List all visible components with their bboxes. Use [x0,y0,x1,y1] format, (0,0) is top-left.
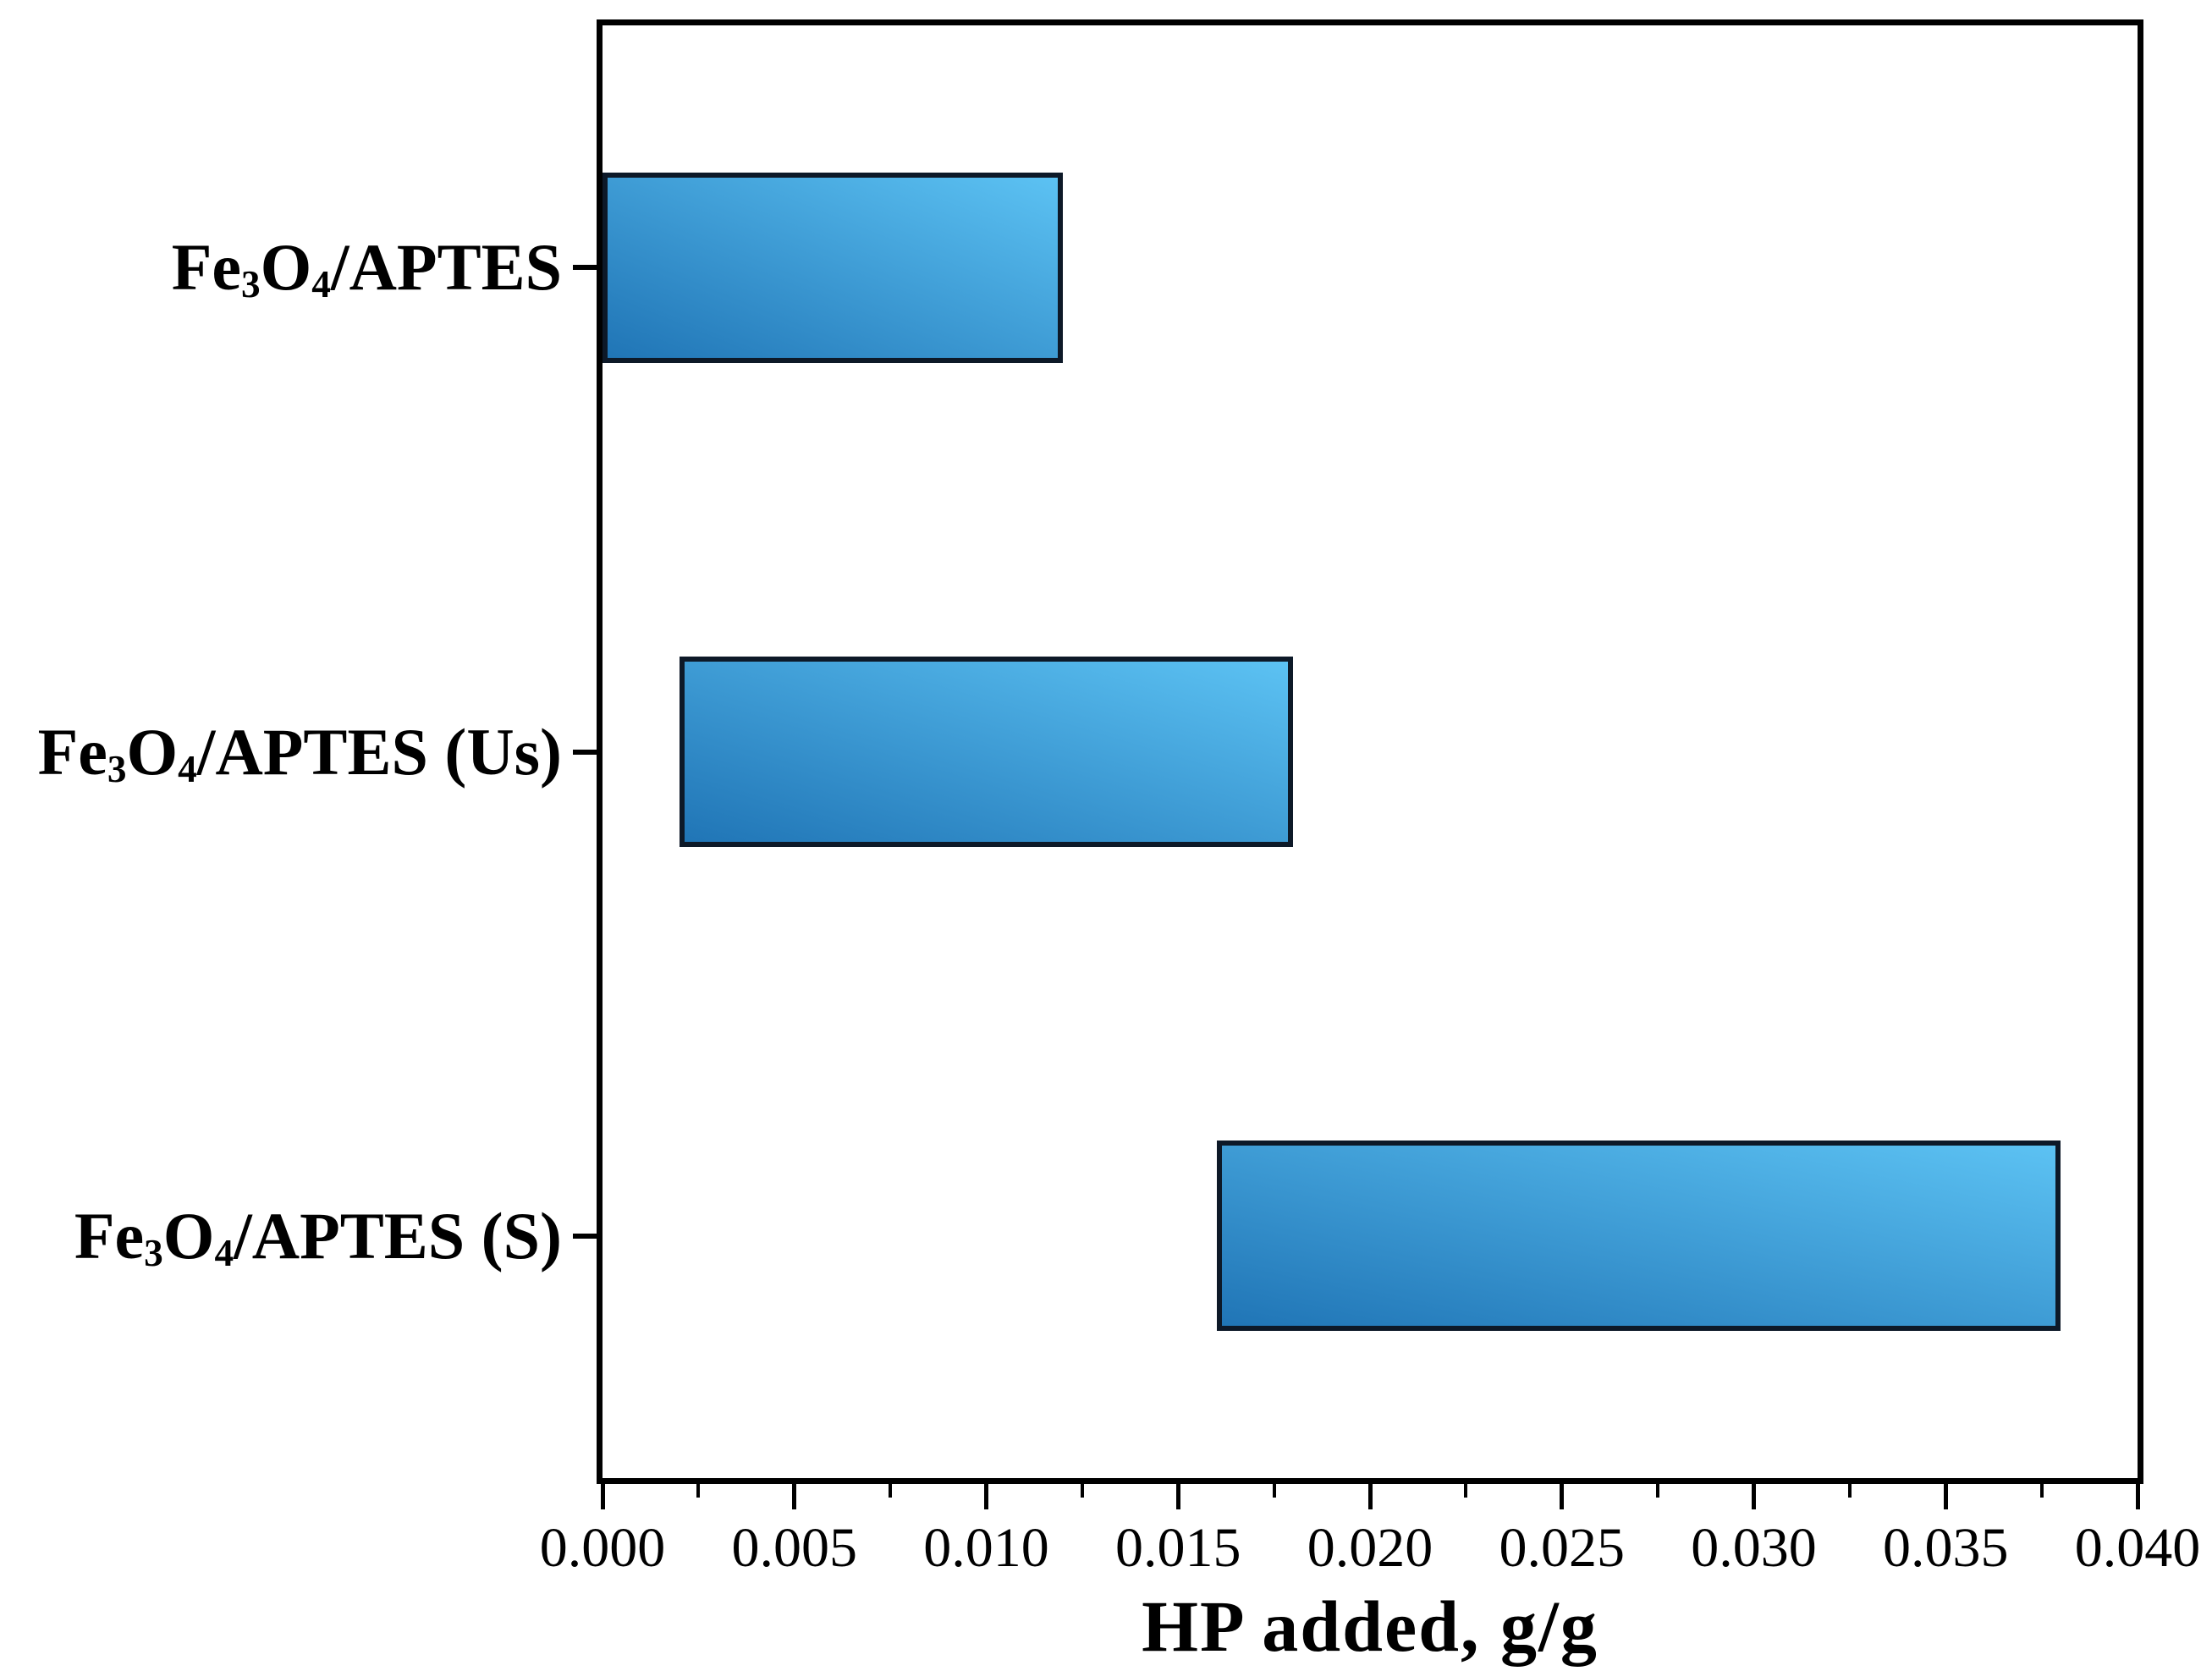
x-axis-major-tick [1367,1484,1373,1509]
x-axis-tick-label: 0.015 [1115,1517,1241,1579]
x-axis-minor-tick [1847,1484,1852,1498]
x-axis-minor-tick [696,1484,701,1498]
x-axis-tick-label: 0.000 [539,1517,666,1579]
y-axis-tick [573,1233,597,1239]
x-axis-major-tick [600,1484,605,1509]
subscript: 4 [178,747,197,790]
range-bar [603,172,1064,363]
label-text: /APTES (S) [234,1198,562,1272]
label-text: /APTES [330,230,562,305]
x-axis-major-tick [1752,1484,1756,1509]
category-label: Fe3O4/APTES (S) [0,1185,562,1287]
y-axis-tick [573,749,597,755]
x-axis-major-tick [1175,1484,1180,1509]
x-axis-minor-tick [1464,1484,1468,1498]
x-axis-tick-label: 0.035 [1883,1517,2009,1579]
label-text: Fe [171,230,241,305]
x-axis-minor-tick [1080,1484,1084,1498]
range-bar [679,657,1294,847]
x-axis-tick-label: 0.020 [1307,1517,1433,1579]
x-axis-major-tick [2135,1484,2140,1509]
x-axis-minor-tick [1656,1484,1660,1498]
category-label: Fe3O4/APTES (Us) [0,701,562,803]
x-axis-major-tick [1943,1484,1948,1509]
category-label: Fe3O4/APTES [0,217,562,318]
label-text: /APTES (Us) [196,714,562,789]
label-text: O [260,230,312,305]
x-axis-minor-tick [889,1484,893,1498]
subscript: 4 [214,1231,234,1274]
label-text: Fe [74,1198,145,1272]
x-axis-tick-label: 0.030 [1691,1517,1817,1579]
x-axis-minor-tick [1272,1484,1276,1498]
x-axis-major-tick [1560,1484,1565,1509]
range-bar [1216,1141,2061,1332]
x-axis-major-tick [792,1484,797,1509]
x-axis-minor-tick [2039,1484,2044,1498]
subscript: 3 [107,747,127,790]
y-axis-tick [573,265,597,271]
subscript: 4 [311,263,331,306]
x-axis-major-tick [984,1484,988,1509]
x-axis-tick-label: 0.025 [1499,1517,1626,1579]
x-axis-title: HP added, g/g [1142,1586,1598,1667]
label-text: Fe [37,714,107,789]
x-axis-tick-label: 0.005 [731,1517,858,1579]
x-axis-tick-label: 0.010 [923,1517,1049,1579]
x-axis-tick-label: 0.040 [2074,1517,2201,1579]
subscript: 3 [144,1231,163,1274]
label-text: O [126,714,179,789]
label-text: O [162,1198,215,1272]
subscript: 3 [241,263,261,306]
